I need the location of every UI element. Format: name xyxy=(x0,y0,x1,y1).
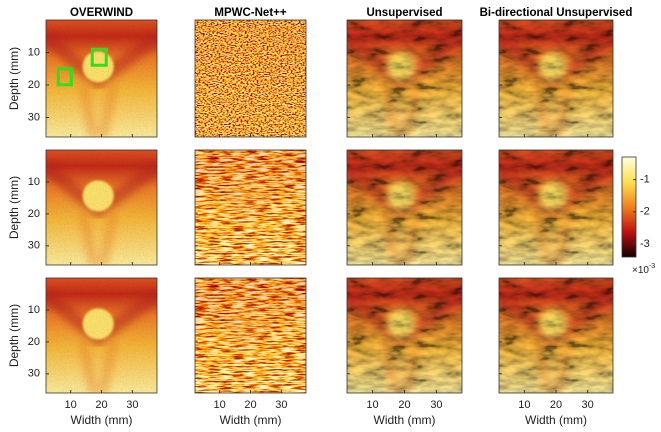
x-axis-label: Width (mm) xyxy=(374,413,436,427)
colorbar xyxy=(622,157,636,257)
multiplier-base: ×10 xyxy=(632,265,649,276)
column-title: Bi-directional Unsupervised xyxy=(480,7,633,19)
image-panel xyxy=(46,150,157,265)
figure: OVERWIND 10 20 30 Depth (mm) 10 20 30 Depth (mm)… xyxy=(0,0,661,432)
y-tick-label: 20 xyxy=(28,208,40,220)
column-title: Unsupervised xyxy=(366,7,442,19)
colorbar-tick-label: -2 xyxy=(640,206,650,218)
y-tick-label: 10 xyxy=(28,176,40,188)
image-panel xyxy=(499,278,613,393)
image-panel xyxy=(195,150,306,265)
y-tick-label: 30 xyxy=(28,368,40,380)
y-tick-label: 10 xyxy=(28,304,40,316)
y-axis-label: Depth (mm) xyxy=(7,304,21,367)
x-tick-label: 20 xyxy=(398,399,410,411)
colorbar-tick-label: -1 xyxy=(640,173,650,185)
y-tick-label: 20 xyxy=(28,336,40,348)
y-tick-label: 20 xyxy=(28,79,40,91)
image-panel xyxy=(499,20,613,137)
x-tick-label: 10 xyxy=(366,399,378,411)
column-title: MPWC-Net++ xyxy=(214,7,286,19)
y-tick-label: 10 xyxy=(28,46,40,58)
colorbar-tick-label: -3 xyxy=(640,238,650,250)
colorbar-multiplier: ×10-3 xyxy=(632,263,655,276)
y-tick-label: 30 xyxy=(28,240,40,252)
x-tick-label: 30 xyxy=(582,399,594,411)
x-axis-label: Width (mm) xyxy=(525,413,587,427)
image-panel xyxy=(499,150,613,265)
image-panel xyxy=(347,150,462,265)
column-title: OVERWIND xyxy=(70,7,133,19)
x-tick-label: 10 xyxy=(518,399,530,411)
x-tick-label: 10 xyxy=(214,399,226,411)
image-panel xyxy=(347,278,462,393)
image-panel xyxy=(347,20,462,137)
x-tick-label: 10 xyxy=(65,399,77,411)
y-axis-label: Depth (mm) xyxy=(7,176,21,239)
image-panel xyxy=(195,278,306,393)
image-panel xyxy=(46,278,157,393)
y-axis-label: Depth (mm) xyxy=(7,47,21,110)
x-tick-label: 30 xyxy=(275,399,287,411)
x-axis-label: Width (mm) xyxy=(71,413,133,427)
x-tick-label: 20 xyxy=(244,399,256,411)
multiplier-exponent: -3 xyxy=(649,263,655,270)
image-panel xyxy=(46,20,157,137)
x-axis-label: Width (mm) xyxy=(220,413,282,427)
x-tick-label: 20 xyxy=(550,399,562,411)
y-tick-label: 30 xyxy=(28,111,40,123)
image-panel xyxy=(195,20,306,137)
x-tick-label: 20 xyxy=(95,399,107,411)
x-tick-label: 30 xyxy=(430,399,442,411)
x-tick-label: 30 xyxy=(126,399,138,411)
